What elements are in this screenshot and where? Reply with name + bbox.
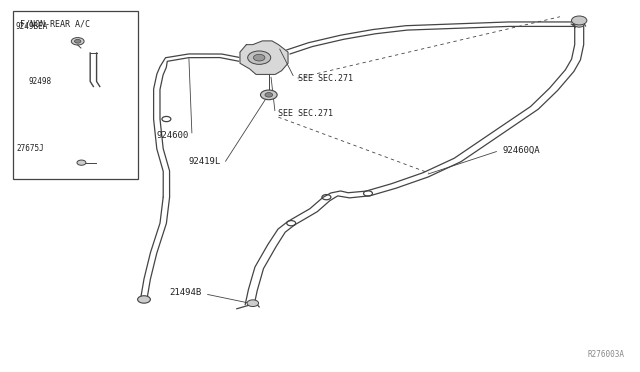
Text: 924600: 924600	[157, 131, 189, 140]
Circle shape	[574, 21, 584, 27]
Text: SEE SEC.271: SEE SEC.271	[298, 74, 353, 83]
Text: 92460QA: 92460QA	[502, 146, 540, 155]
Text: F/NON-REAR A/C: F/NON-REAR A/C	[20, 19, 90, 28]
Circle shape	[247, 300, 259, 307]
Circle shape	[138, 296, 150, 303]
Text: 21494B: 21494B	[170, 288, 202, 296]
Circle shape	[253, 54, 265, 61]
Text: 27675J: 27675J	[16, 144, 44, 153]
Circle shape	[248, 51, 271, 64]
Circle shape	[71, 38, 84, 45]
Bar	[13, 11, 138, 179]
Text: 92419L: 92419L	[189, 157, 221, 166]
Circle shape	[77, 160, 86, 165]
Circle shape	[265, 93, 273, 97]
Text: 92498: 92498	[29, 77, 52, 86]
Circle shape	[572, 16, 587, 25]
Polygon shape	[240, 41, 288, 74]
Text: SEE SEC.271: SEE SEC.271	[278, 109, 333, 118]
Circle shape	[260, 90, 277, 100]
Text: R276003A: R276003A	[587, 350, 624, 359]
Circle shape	[74, 39, 81, 43]
Text: 9249BEA: 9249BEA	[16, 22, 49, 31]
